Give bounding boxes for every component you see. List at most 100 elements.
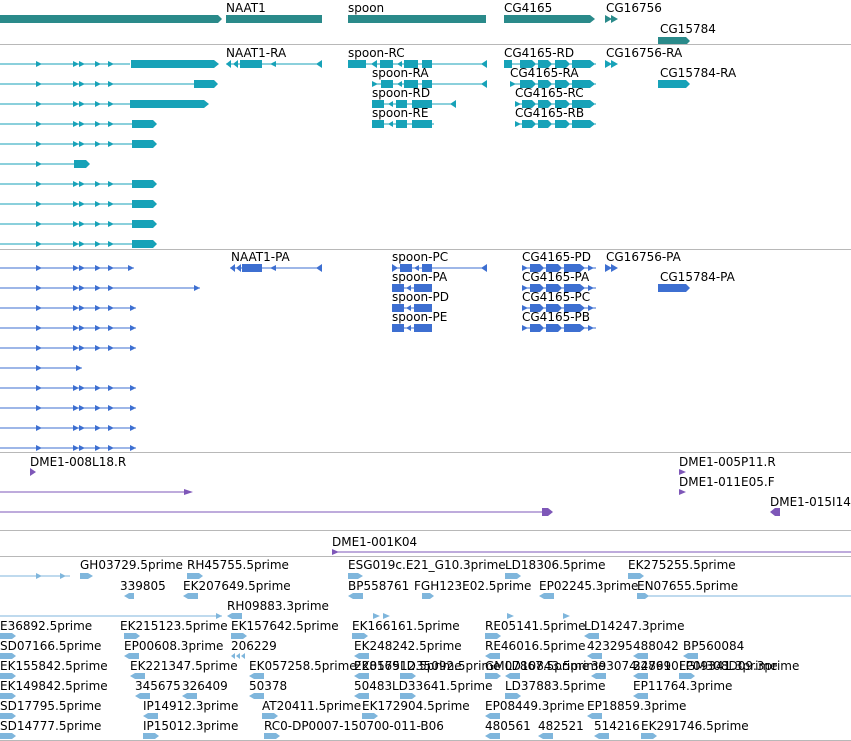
est-feature[interactable]: EK221347.5prime — [130, 659, 238, 679]
est-feature[interactable]: ESG019c.E21_G10.3prime — [348, 558, 506, 579]
est-feature[interactable]: EK057512.5prime — [354, 659, 462, 679]
protein-feature[interactable]: CG4165-PA — [522, 270, 596, 292]
protein-row[interactable] — [0, 285, 200, 291]
transcript-row[interactable] — [0, 240, 157, 248]
transcript-feature[interactable]: CG15784-RA — [658, 66, 737, 88]
est-feature[interactable]: 514216 — [594, 719, 640, 739]
est-feature[interactable]: 393074 — [591, 659, 637, 679]
est-feature[interactable]: EK057258.5prime — [249, 659, 357, 679]
protein-feature[interactable]: CG4165-PB — [522, 310, 596, 332]
est-feature[interactable]: EN07655.5prime — [637, 579, 851, 599]
protein-feature[interactable]: spoon-PC — [392, 250, 487, 272]
est-feature[interactable]: AT20411.5prime — [262, 699, 361, 719]
est-feature[interactable]: EK275255.5prime — [628, 558, 736, 579]
est-feature[interactable]: LD35092.5prime — [400, 659, 501, 679]
protein-feature[interactable]: spoon-PA — [392, 270, 448, 292]
est-feature[interactable]: FGH123E02.5prime — [414, 579, 531, 599]
protein-feature[interactable]: spoon-PE — [392, 310, 447, 332]
protein-feature[interactable]: CG4165-PD — [522, 250, 596, 272]
est-feature[interactable]: 50378 — [249, 679, 287, 699]
clone-feature[interactable]: DME1-001K04 — [332, 535, 851, 555]
protein-row[interactable] — [0, 425, 136, 431]
est-feature[interactable]: EP08449.3prime — [485, 699, 584, 719]
gene-feature[interactable]: NAAT1 — [226, 1, 322, 23]
est-feature[interactable]: RH09883.3prime — [227, 599, 329, 619]
gene-feature[interactable] — [0, 15, 222, 23]
est-feature[interactable]: BP558761 — [348, 579, 409, 599]
transcript-feature[interactable]: spoon-RC — [348, 46, 487, 68]
est-feature[interactable]: E36892.5prime — [0, 619, 92, 639]
protein-feature[interactable]: spoon-PD — [392, 290, 449, 312]
est-feature[interactable]: 488042 — [633, 639, 679, 659]
transcript-row[interactable] — [0, 60, 219, 68]
est-feature[interactable]: RH45755.5prime — [187, 558, 289, 579]
protein-row[interactable] — [0, 405, 136, 411]
est-feature[interactable]: 482521 — [538, 719, 584, 739]
est-feature[interactable]: 206229 — [231, 639, 277, 659]
protein-row[interactable] — [0, 445, 136, 451]
est-feature[interactable]: EK248242.5prime — [354, 639, 462, 659]
est-feature[interactable]: LP09341.3prime — [679, 659, 778, 679]
est-feature[interactable]: EP00608.3prime — [124, 639, 223, 659]
est-feature[interactable]: EK207649.5prime — [183, 579, 291, 599]
clone-feature[interactable]: DME1-015I14 — [770, 495, 851, 516]
clone-feature[interactable] — [0, 508, 553, 516]
gene-feature[interactable]: CG4165 — [504, 1, 595, 23]
clone-feature[interactable]: DME1-008L18.R — [30, 455, 126, 476]
est-feature[interactable]: RC0-DP0007-150700-011-B06 — [264, 719, 444, 739]
protein-row[interactable] — [0, 365, 82, 371]
transcript-row[interactable] — [0, 160, 90, 168]
est-feature[interactable]: SD17795.5prime — [0, 699, 101, 719]
protein-row[interactable] — [0, 325, 136, 331]
est-feature[interactable]: 339805 — [120, 579, 166, 599]
est-feature[interactable]: LD18306.5prime — [505, 558, 606, 579]
est-feature[interactable]: GM07867.5prime — [485, 659, 589, 679]
est-feature[interactable] — [0, 573, 70, 579]
est-feature[interactable]: LD10843.5prime — [505, 659, 606, 679]
transcript-feature[interactable]: spoon-RD — [372, 86, 456, 108]
transcript-feature[interactable]: CG4165-RD — [504, 46, 596, 68]
transcript-row[interactable] — [0, 120, 157, 128]
gene-feature[interactable]: spoon — [348, 1, 486, 23]
transcript-row[interactable] — [0, 180, 157, 188]
transcript-feature[interactable]: CG16756-RA — [605, 46, 683, 68]
est-feature[interactable]: EK149842.5prime — [0, 679, 108, 699]
transcript-feature[interactable]: CG4165-RB — [515, 106, 596, 128]
clone-feature[interactable]: DME1-011E05.F — [679, 475, 775, 495]
protein-feature[interactable]: CG4165-PC — [522, 290, 596, 312]
est-feature[interactable]: EK166161.5prime — [352, 619, 460, 639]
transcript-row[interactable] — [0, 80, 218, 88]
est-feature[interactable]: IP14912.3prime — [143, 699, 238, 719]
est-feature[interactable]: SD14777.5prime — [0, 719, 101, 739]
transcript-feature[interactable]: CG4165-RC — [515, 86, 596, 108]
est-feature[interactable]: EK157642.5prime — [231, 619, 339, 639]
est-feature[interactable]: 50483 — [354, 679, 392, 699]
transcript-row[interactable] — [0, 220, 157, 228]
clone-feature[interactable] — [0, 489, 193, 495]
transcript-feature[interactable]: spoon-RA — [372, 66, 487, 88]
est-feature[interactable]: IP15012.3prime — [143, 719, 238, 739]
est-feature[interactable]: LD33641.5prime — [392, 679, 493, 699]
est-feature[interactable] — [0, 613, 222, 619]
est-feature[interactable]: LD14247.3prime — [584, 619, 685, 639]
transcript-row[interactable] — [0, 200, 157, 208]
est-feature[interactable]: EP02245.3prime — [539, 579, 638, 599]
protein-row[interactable] — [0, 265, 134, 271]
protein-row[interactable] — [0, 305, 136, 311]
est-feature[interactable]: EK215123.5prime — [120, 619, 228, 639]
est-feature[interactable] — [507, 613, 570, 619]
est-feature[interactable]: EP18859.3prime — [587, 699, 686, 719]
est-feature[interactable]: 480561 — [485, 719, 531, 739]
est-feature[interactable]: 345675 — [135, 679, 181, 699]
est-feature[interactable]: RE05141.5prime — [485, 619, 586, 639]
protein-row[interactable] — [0, 345, 136, 351]
est-feature[interactable]: BP560084 — [683, 639, 744, 659]
est-feature[interactable]: EK155842.5prime — [0, 659, 108, 679]
transcript-feature[interactable]: CG4165-RA — [510, 66, 596, 88]
est-feature[interactable]: 423295 — [587, 639, 633, 659]
est-feature[interactable]: EP11764.3prime — [633, 679, 732, 699]
protein-feature[interactable]: CG16756-PA — [605, 250, 682, 272]
est-feature[interactable]: SD07166.5prime — [0, 639, 101, 659]
est-feature[interactable]: GH03729.5prime — [80, 558, 183, 579]
est-feature[interactable] — [373, 613, 390, 619]
